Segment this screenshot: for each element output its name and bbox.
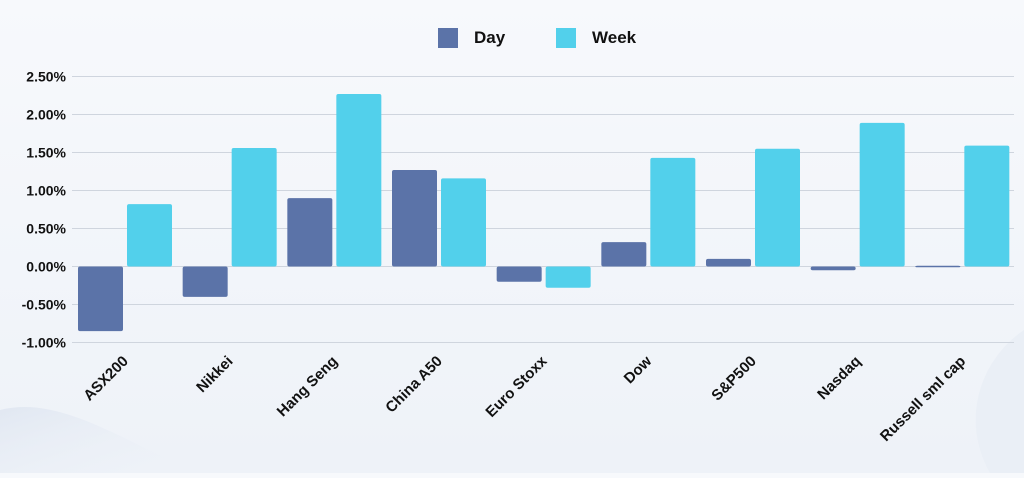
legend-swatch-day [438,28,458,48]
background-wave [0,407,200,473]
bar-week [231,147,277,267]
y-tick-label: -0.50% [22,297,67,313]
y-tick-label: 0.50% [26,221,66,237]
bar-week [755,148,800,267]
x-axis: ASX200 Nikkei Hang Seng China A50 Euro Stoxx… [80,352,969,445]
x-tick-label: China A50 [382,353,445,416]
bar-day [182,266,228,297]
y-axis: -1.00% -0.50% 0.00% 0.50% 1.00% 1.50% 2.00% 2.5… [22,69,67,351]
legend-label-week: Week [592,28,637,47]
y-tick-label: 1.00% [26,183,66,199]
y-tick-label: -1.00% [22,335,67,351]
bar-day [810,266,856,271]
x-tick-label: Russell sml cap [877,353,969,445]
bars [78,93,1010,332]
x-tick-label: Nikkei [193,353,236,396]
y-tick-label: 2.00% [26,107,66,123]
x-tick-label: Euro Stoxx [482,352,550,420]
y-tick-label: 1.50% [26,145,66,161]
legend-swatch-week [556,28,576,48]
bar-week [859,122,905,267]
bar-day [287,198,333,267]
bar-day [601,242,647,267]
bar-day [706,258,751,267]
bar-week [545,266,591,288]
bar-day [392,169,437,267]
bar-day [78,266,123,332]
x-tick-label: Hang Seng [274,353,341,420]
legend-label-day: Day [474,28,506,47]
x-tick-label: ASX200 [80,353,132,405]
bar-day [496,266,542,282]
x-tick-label: S&P500 [708,353,760,405]
bar-week [964,145,1010,267]
y-tick-label: 2.50% [26,69,66,85]
y-tick-label: 0.00% [26,259,66,275]
legend: Day Week [438,28,637,48]
bar-day [915,265,961,268]
bar-week [336,93,382,267]
x-tick-label: Nasdaq [814,353,864,403]
x-tick-label: Dow [621,353,656,388]
bar-week [650,157,696,267]
background-wave-right [975,330,1024,473]
gridlines [72,76,1014,343]
bar-week [127,204,172,267]
bar-week [441,178,486,267]
